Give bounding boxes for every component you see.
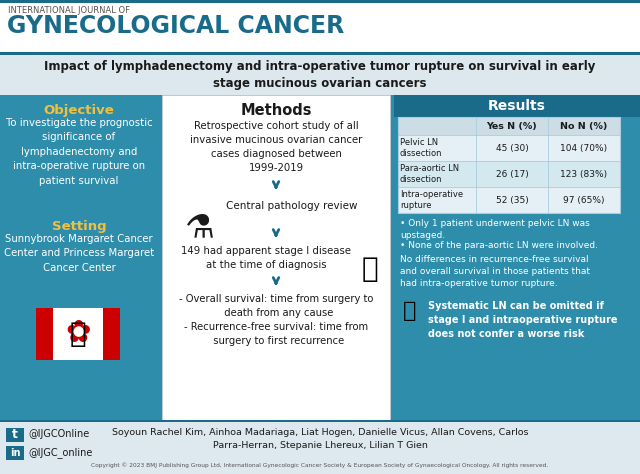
Text: 🎯: 🎯 [403, 301, 417, 321]
Bar [0, 0, 640, 3]
Text: ⚗: ⚗ [185, 211, 215, 244]
Text: @IJGCOnline: @IJGCOnline [28, 429, 89, 439]
Text: 104 (70%): 104 (70%) [561, 144, 607, 153]
Text: No N (%): No N (%) [560, 121, 608, 130]
Text: To investigate the prognostic
significance of
lymphadenectomy and
intra-operativ: To investigate the prognostic significan… [6, 118, 152, 186]
Text: 🍁: 🍁 [70, 320, 86, 348]
Bar [0, 95, 640, 420]
Text: • Only 1 patient underwent pelvic LN was
upstaged.: • Only 1 patient underwent pelvic LN was… [400, 219, 589, 240]
Bar [0, 420, 640, 422]
Text: GYNECOLOGICAL CANCER: GYNECOLOGICAL CANCER [7, 14, 344, 38]
Bar [398, 117, 620, 135]
Text: Objective: Objective [44, 104, 115, 117]
Text: Para-aortic LN
dissection: Para-aortic LN dissection [400, 164, 459, 184]
Text: Copyright © 2023 BMJ Publishing Group Ltd, International Gynecologic Cancer Soci: Copyright © 2023 BMJ Publishing Group Lt… [92, 462, 548, 468]
Bar [0, 52, 640, 55]
Bar [0, 0, 640, 55]
Text: 149 had apparent stage I disease
at the time of diagnosis: 149 had apparent stage I disease at the … [181, 246, 351, 270]
Text: Results: Results [488, 99, 546, 113]
Text: in: in [10, 448, 20, 458]
Bar [398, 187, 620, 213]
Bar [6, 446, 24, 460]
Text: 52 (35): 52 (35) [495, 195, 529, 204]
Text: INTERNATIONAL JOURNAL OF: INTERNATIONAL JOURNAL OF [8, 6, 130, 15]
Bar [162, 95, 390, 420]
Text: Central pathology review: Central pathology review [227, 201, 358, 211]
Text: 123 (83%): 123 (83%) [561, 170, 607, 179]
Bar [398, 161, 620, 187]
Text: 26 (17): 26 (17) [495, 170, 529, 179]
Bar [0, 55, 640, 95]
Text: Intra-operative
rupture: Intra-operative rupture [400, 190, 463, 210]
Text: 45 (30): 45 (30) [495, 144, 529, 153]
Text: ✿: ✿ [65, 319, 91, 348]
Text: @IJGC_online: @IJGC_online [28, 447, 92, 458]
Bar [36, 308, 53, 360]
Bar [394, 95, 640, 117]
Text: Systematic LN can be omitted if
stage I and intraoperative rupture
does not conf: Systematic LN can be omitted if stage I … [428, 301, 618, 339]
Bar [0, 420, 640, 474]
Text: Sunnybrook Margaret Cancer
Center and Princess Margaret
Cancer Center: Sunnybrook Margaret Cancer Center and Pr… [4, 234, 154, 273]
Bar [6, 428, 24, 442]
Text: • None of the para-aortic LN were involved.: • None of the para-aortic LN were involv… [400, 241, 598, 250]
Text: Soyoun Rachel Kim, Ainhoa Madariaga, Liat Hogen, Danielle Vicus, Allan Covens, C: Soyoun Rachel Kim, Ainhoa Madariaga, Lia… [112, 428, 528, 449]
Text: Pelvic LN
dissection: Pelvic LN dissection [400, 138, 442, 158]
Text: - Overall survival: time from surgery to
  death from any cause
- Recurrence-fre: - Overall survival: time from surgery to… [179, 294, 373, 346]
Bar [398, 117, 620, 213]
Bar [36, 308, 120, 360]
Text: Setting: Setting [52, 220, 106, 233]
Text: Methods: Methods [240, 103, 312, 118]
Text: Yes N (%): Yes N (%) [486, 121, 538, 130]
Text: Retrospective cohort study of all
invasive mucinous ovarian cancer
cases diagnos: Retrospective cohort study of all invasi… [190, 121, 362, 173]
Text: Impact of lymphadenectomy and intra-operative tumor rupture on survival in early: Impact of lymphadenectomy and intra-oper… [44, 60, 596, 90]
Text: 🚶: 🚶 [362, 255, 378, 283]
Bar [103, 308, 120, 360]
Text: t: t [12, 428, 18, 441]
Text: No differences in recurrence-free survival
and overall survival in those patient: No differences in recurrence-free surviv… [400, 255, 590, 288]
Text: 97 (65%): 97 (65%) [563, 195, 605, 204]
Bar [398, 135, 620, 161]
